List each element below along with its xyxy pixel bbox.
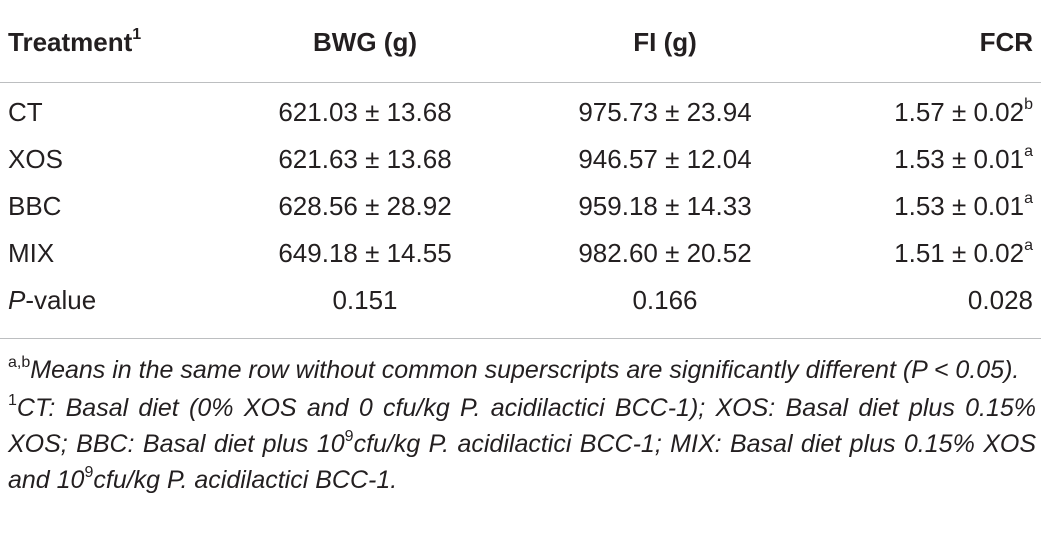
cell-fcr: 1.53 ± 0.01a — [894, 190, 1033, 221]
table-bottom-rule — [0, 338, 1041, 339]
header-fi: FI (g) — [633, 27, 697, 57]
table-row: BBC 628.56 ± 28.92 959.18 ± 14.33 1.53 ±… — [0, 182, 1041, 230]
cell-fcr: 1.51 ± 0.02a — [894, 237, 1033, 268]
cell-fi: 982.60 ± 20.52 — [578, 238, 752, 268]
header-bwg: BWG (g) — [313, 27, 417, 57]
cell-pvalue-label: P-value — [8, 285, 97, 315]
header-treatment: Treatment1 — [8, 26, 142, 57]
table-row: XOS 621.63 ± 13.68 946.57 ± 12.04 1.53 ±… — [0, 135, 1041, 183]
cell-bwg: 621.03 ± 13.68 — [278, 97, 452, 127]
table-row: CT 621.03 ± 13.68 975.73 ± 23.94 1.57 ± … — [0, 88, 1041, 136]
cell-pvalue-bwg: 0.151 — [332, 285, 398, 315]
cell-bwg: 628.56 ± 28.92 — [278, 191, 452, 221]
cell-pvalue-fcr: 0.028 — [967, 285, 1033, 315]
cell-fcr: 1.53 ± 0.01a — [894, 143, 1033, 174]
cell-treatment: XOS — [8, 144, 63, 174]
table-header-row: Treatment1 BWG (g) FI (g) FCR — [0, 18, 1041, 66]
cell-treatment: MIX — [8, 238, 55, 268]
footnote-significance: a,bMeans in the same row without common … — [8, 353, 1020, 384]
cell-treatment: CT — [8, 97, 43, 127]
table-footnotes: a,bMeans in the same row without common … — [8, 352, 1036, 498]
pvalue-row: P-value 0.151 0.166 0.028 — [0, 276, 1041, 324]
table-row: MIX 649.18 ± 14.55 982.60 ± 20.52 1.51 ±… — [0, 229, 1041, 277]
header-fcr: FCR — [979, 27, 1033, 57]
cell-fi: 946.57 ± 12.04 — [578, 144, 752, 174]
cell-bwg: 649.18 ± 14.55 — [278, 238, 452, 268]
cell-fcr: 1.57 ± 0.02b — [894, 96, 1033, 127]
cell-fi: 975.73 ± 23.94 — [578, 97, 752, 127]
cell-bwg: 621.63 ± 13.68 — [278, 144, 452, 174]
cell-pvalue-fi: 0.166 — [632, 285, 698, 315]
header-divider — [0, 82, 1041, 83]
cell-treatment: BBC — [8, 191, 62, 221]
cell-fi: 959.18 ± 14.33 — [578, 191, 752, 221]
footnote-treatments: 1CT: Basal diet (0% XOS and 0 cfu/kg P. … — [8, 391, 1036, 494]
